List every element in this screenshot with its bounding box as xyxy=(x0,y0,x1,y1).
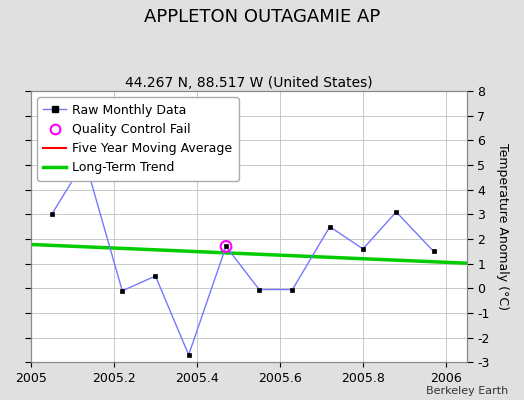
Title: 44.267 N, 88.517 W (United States): 44.267 N, 88.517 W (United States) xyxy=(125,76,373,90)
Y-axis label: Temperature Anomaly (°C): Temperature Anomaly (°C) xyxy=(496,143,509,310)
Text: Berkeley Earth: Berkeley Earth xyxy=(426,386,508,396)
Legend: Raw Monthly Data, Quality Control Fail, Five Year Moving Average, Long-Term Tren: Raw Monthly Data, Quality Control Fail, … xyxy=(37,98,238,181)
Point xyxy=(222,243,230,250)
Text: APPLETON OUTAGAMIE AP: APPLETON OUTAGAMIE AP xyxy=(144,8,380,26)
Point xyxy=(81,157,89,163)
